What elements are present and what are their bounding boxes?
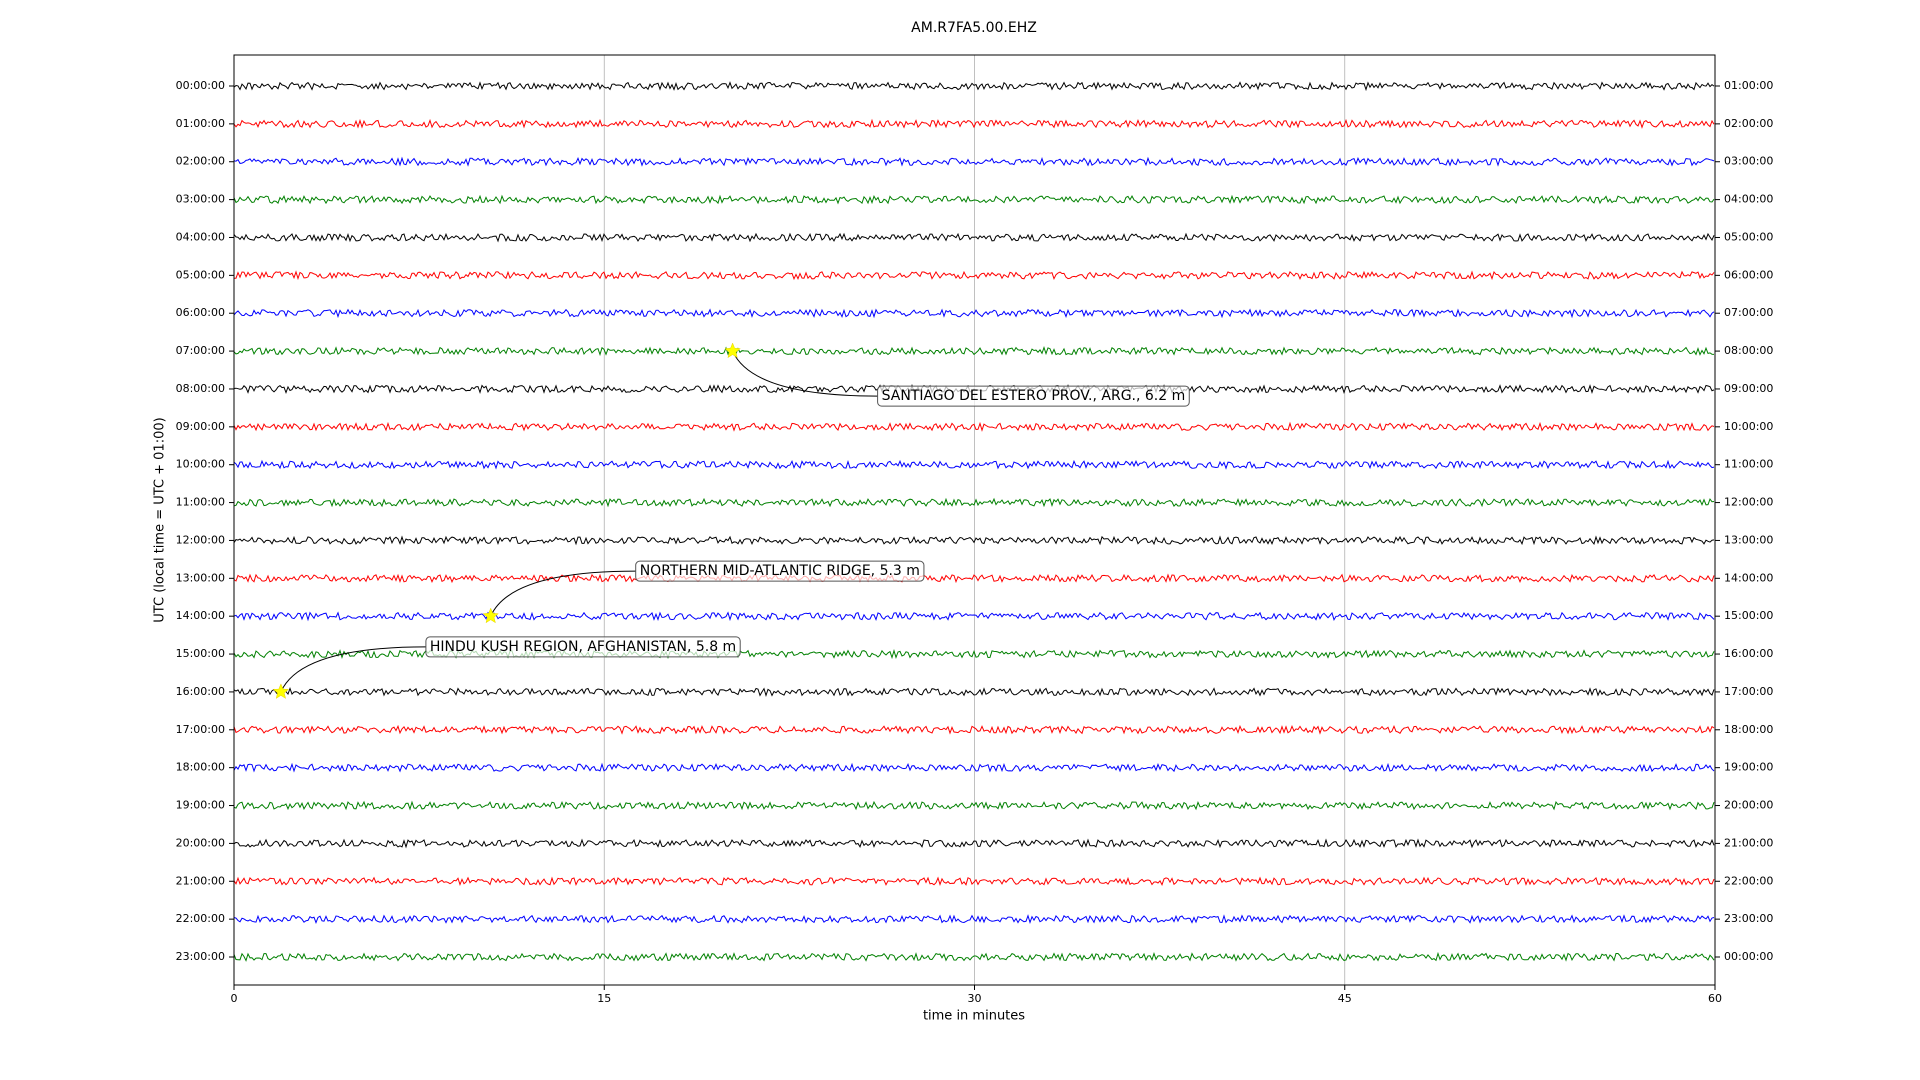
- row-label-right: 06:00:00: [1724, 268, 1773, 281]
- trace: [233, 573, 1715, 584]
- y-axis-label: UTC (local time = UTC + 01:00): [153, 417, 168, 622]
- row-label-right: 12:00:00: [1724, 496, 1773, 509]
- trace: [233, 951, 1715, 962]
- row-label: 05:00:00: [176, 268, 225, 281]
- trace: [233, 346, 1715, 357]
- trace: [233, 118, 1715, 129]
- trace: [233, 687, 1715, 698]
- row-label: 00:00:00: [176, 79, 225, 92]
- trace: [233, 535, 1715, 546]
- trace: [233, 876, 1715, 886]
- event-label: SANTIAGO DEL ESTERO PROV., ARG., 6.2 m: [882, 388, 1186, 404]
- x-axis-label: time in minutes: [923, 1009, 1025, 1024]
- row-label-right: 01:00:00: [1724, 79, 1773, 92]
- row-label: 09:00:00: [176, 420, 225, 433]
- event-connector: [490, 570, 636, 617]
- event-star: [482, 607, 499, 624]
- row-label: 20:00:00: [176, 836, 225, 849]
- event-box: [877, 385, 1190, 407]
- row-label-right: 14:00:00: [1724, 571, 1773, 584]
- row-label: 07:00:00: [176, 344, 225, 357]
- trace: [233, 838, 1715, 849]
- row-label-right: 09:00:00: [1724, 382, 1773, 395]
- trace: [233, 497, 1715, 508]
- x-tick-label: 60: [1708, 992, 1722, 1005]
- trace: [233, 914, 1715, 925]
- row-label: 14:00:00: [176, 609, 225, 622]
- row-label-right: 03:00:00: [1724, 155, 1773, 168]
- trace: [233, 232, 1715, 243]
- row-label: 01:00:00: [176, 117, 225, 130]
- row-label-right: 17:00:00: [1724, 685, 1773, 698]
- row-label-right: 04:00:00: [1724, 193, 1773, 206]
- row-label: 13:00:00: [176, 571, 225, 584]
- row-label: 21:00:00: [176, 874, 225, 887]
- row-label: 11:00:00: [176, 496, 225, 509]
- trace: [233, 800, 1715, 811]
- row-label-right: 19:00:00: [1724, 761, 1773, 774]
- x-tick-label: 0: [231, 992, 238, 1005]
- event-connector: [732, 350, 878, 397]
- plot-frame: [233, 54, 1716, 986]
- row-label: 17:00:00: [176, 723, 225, 736]
- row-label-right: 16:00:00: [1724, 647, 1773, 660]
- row-label-right: 21:00:00: [1724, 836, 1773, 849]
- row-label: 12:00:00: [176, 533, 225, 546]
- row-label-right: 05:00:00: [1724, 230, 1773, 243]
- row-label: 06:00:00: [176, 306, 225, 319]
- row-label: 10:00:00: [176, 458, 225, 471]
- row-label: 23:00:00: [176, 950, 225, 963]
- row-label: 15:00:00: [176, 647, 225, 660]
- event-label: HINDU KUSH REGION, AFGHANISTAN, 5.8 m: [430, 639, 736, 655]
- row-label: 03:00:00: [176, 193, 225, 206]
- x-tick-label: 45: [1338, 992, 1352, 1005]
- trace: [233, 611, 1715, 622]
- trace: [233, 724, 1715, 735]
- trace: [233, 421, 1715, 432]
- x-tick-label: 30: [968, 992, 982, 1005]
- row-label-right: 00:00:00: [1724, 950, 1773, 963]
- event-star: [724, 342, 741, 359]
- row-label: 16:00:00: [176, 685, 225, 698]
- trace: [234, 270, 1715, 281]
- row-label: 19:00:00: [176, 799, 225, 812]
- trace: [233, 156, 1715, 167]
- row-label-right: 23:00:00: [1724, 912, 1773, 925]
- event-connector: [280, 646, 426, 693]
- row-label: 04:00:00: [176, 230, 225, 243]
- row-label-right: 18:00:00: [1724, 723, 1773, 736]
- row-label: 22:00:00: [176, 912, 225, 925]
- row-label-right: 22:00:00: [1724, 874, 1773, 887]
- row-label-right: 20:00:00: [1724, 799, 1773, 812]
- event-star: [272, 683, 290, 699]
- row-label: 18:00:00: [176, 761, 225, 774]
- row-label: 08:00:00: [176, 382, 225, 395]
- row-label-right: 02:00:00: [1724, 117, 1773, 130]
- row-label-right: 10:00:00: [1724, 420, 1773, 433]
- x-tick-label: 15: [597, 992, 611, 1005]
- event-box: [425, 636, 741, 658]
- event-box: [635, 560, 925, 582]
- row-label-right: 13:00:00: [1724, 533, 1773, 546]
- trace: [233, 81, 1715, 92]
- row-label-right: 07:00:00: [1724, 306, 1773, 319]
- row-label-right: 15:00:00: [1724, 609, 1773, 622]
- row-label: 02:00:00: [176, 155, 225, 168]
- trace: [233, 459, 1715, 470]
- row-label-right: 11:00:00: [1724, 458, 1773, 471]
- row-label-right: 08:00:00: [1724, 344, 1773, 357]
- chart-title: AM.R7FA5.00.EHZ: [911, 20, 1037, 36]
- trace: [233, 762, 1715, 773]
- trace: [233, 308, 1715, 319]
- trace: [233, 194, 1715, 205]
- event-label: NORTHERN MID-ATLANTIC RIDGE, 5.3 m: [640, 563, 920, 579]
